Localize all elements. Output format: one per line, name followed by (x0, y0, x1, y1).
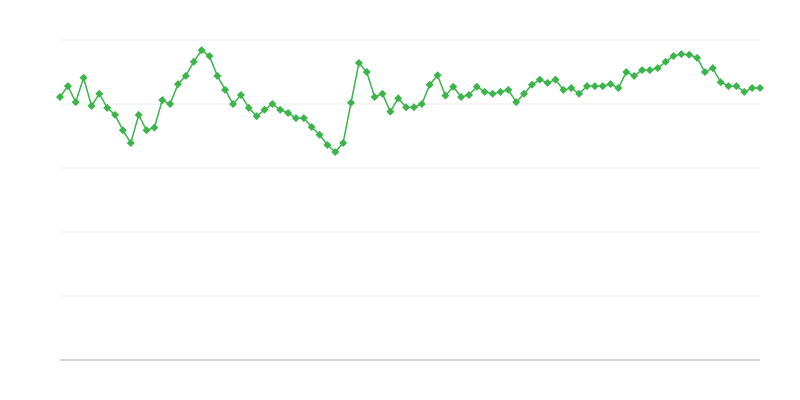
data-point (213, 71, 222, 80)
data-point (472, 82, 481, 91)
data-point (661, 57, 670, 66)
data-point (480, 87, 489, 96)
data-point (504, 85, 513, 94)
data-point (512, 98, 521, 107)
data-point (638, 66, 647, 75)
data-point (716, 78, 725, 87)
data-point (87, 101, 96, 110)
data-point (134, 110, 143, 119)
data-point (126, 139, 135, 148)
data-point (229, 100, 238, 108)
data-point (425, 80, 434, 89)
data-point (205, 52, 214, 60)
data-point (291, 114, 300, 123)
data-point (575, 89, 584, 98)
data-point (606, 80, 615, 89)
data-point (150, 123, 159, 132)
data-point (79, 73, 88, 82)
data-point (559, 85, 568, 94)
data-point (63, 82, 72, 91)
data-point (582, 82, 591, 91)
data-point (236, 91, 245, 100)
data-point (732, 82, 741, 91)
data-point (677, 50, 686, 59)
data-point (354, 59, 363, 68)
data-point (653, 64, 662, 73)
data-point (543, 78, 552, 87)
data-point (645, 66, 654, 75)
data-point (331, 148, 340, 156)
data-point (181, 71, 190, 80)
data-point (299, 114, 308, 123)
data-point (590, 82, 599, 91)
data-point (394, 94, 403, 103)
data-point (347, 98, 356, 107)
data-point (693, 53, 702, 62)
data-point (244, 103, 253, 112)
data-point (386, 107, 395, 116)
data-point (441, 91, 450, 100)
data-point (551, 75, 560, 84)
data-point (535, 75, 544, 84)
data-point (433, 71, 442, 80)
data-point (520, 89, 529, 98)
data-point (221, 85, 230, 94)
data-point (339, 139, 348, 148)
data-point (496, 87, 505, 96)
data-point (567, 84, 576, 92)
data-point (71, 98, 80, 107)
data-point (142, 126, 151, 135)
data-point (276, 105, 285, 114)
data-point (685, 50, 694, 59)
data-point (166, 100, 175, 108)
data-point (95, 89, 104, 98)
data-point (402, 103, 411, 112)
data-point (409, 103, 418, 112)
data-point (527, 80, 536, 89)
data-point (284, 108, 293, 117)
gridlines (60, 39, 760, 297)
data-point (173, 80, 182, 89)
data-point (370, 92, 379, 101)
data-point (622, 68, 631, 76)
data-point (724, 82, 733, 91)
data-point (268, 100, 277, 108)
data-point (756, 84, 764, 92)
data-point (189, 57, 198, 66)
series-markers (56, 46, 764, 156)
data-point (614, 84, 623, 92)
data-point (464, 91, 473, 100)
data-point (260, 105, 269, 114)
data-point (323, 140, 332, 149)
data-point (630, 71, 639, 80)
data-point (158, 96, 167, 105)
data-point (740, 87, 749, 96)
data-point (111, 110, 120, 119)
data-point (417, 100, 426, 108)
data-point (449, 82, 458, 91)
data-point (315, 130, 324, 139)
data-point (252, 112, 261, 121)
data-point (307, 123, 316, 132)
data-point (598, 82, 607, 91)
data-point (197, 46, 206, 55)
data-point (56, 92, 64, 101)
data-point (669, 52, 678, 60)
data-point (378, 89, 387, 98)
data-point (103, 103, 112, 112)
data-point (708, 64, 717, 73)
data-point (748, 84, 757, 92)
data-point (362, 68, 371, 76)
data-point (118, 126, 127, 135)
data-point (488, 89, 497, 98)
data-point (457, 92, 466, 101)
data-point (700, 68, 709, 76)
